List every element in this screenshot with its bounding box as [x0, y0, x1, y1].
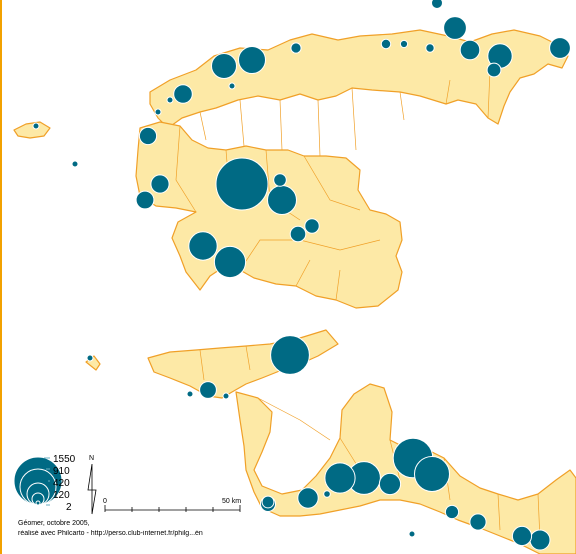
bubble-43 — [166, 96, 174, 104]
credit-line-1: Géomer, octobre 2005, — [18, 520, 90, 527]
bubble-41 — [222, 392, 230, 400]
land-areas — [13, 29, 576, 554]
bubble-25 — [469, 513, 487, 531]
bubble-04 — [414, 456, 450, 492]
map-frame — [0, 0, 2, 554]
bubble-11 — [211, 53, 237, 79]
north-arrow-icon: N — [87, 455, 97, 515]
bubble-26 — [289, 225, 307, 243]
scale-bar: 0 50 km — [103, 498, 241, 512]
north-label: N — [89, 455, 94, 462]
bubble-07 — [324, 462, 356, 494]
legend-label-1550: 1550 — [53, 454, 76, 465]
bubble-19 — [511, 525, 533, 547]
bubble-23 — [138, 126, 158, 146]
bubble-44 — [71, 160, 79, 168]
bubble-35 — [380, 38, 392, 50]
bubble-33 — [431, 0, 443, 9]
bubble-20 — [173, 84, 193, 104]
island-west — [13, 121, 51, 139]
bubble-39 — [228, 82, 236, 90]
bubble-09 — [188, 231, 218, 261]
bubble-10 — [238, 46, 266, 74]
bubble-06 — [213, 245, 247, 279]
land-west-body — [135, 121, 403, 309]
legend-label-420: 420 — [53, 478, 70, 489]
bubble-22 — [135, 190, 155, 210]
bubble-38 — [323, 490, 331, 498]
bubble-47 — [408, 530, 416, 538]
bubble-30 — [444, 504, 460, 520]
legend-label-910: 910 — [53, 466, 70, 477]
bubble-28 — [304, 218, 320, 234]
bubble-13 — [443, 16, 467, 40]
bubble-42 — [186, 390, 194, 398]
land-south-peninsula — [147, 329, 339, 399]
bubble-29 — [486, 62, 502, 78]
bubble-24 — [199, 381, 217, 399]
legend-label-120: 120 — [53, 490, 70, 501]
size-legend: 1550 910 420 120 2 — [13, 454, 76, 513]
proportional-symbols — [32, 0, 571, 551]
bubble-46 — [86, 354, 94, 362]
legend-circle-2 — [35, 500, 41, 506]
bubble-40 — [154, 108, 162, 116]
legend-label-2: 2 — [66, 502, 72, 513]
bubble-21 — [150, 174, 170, 194]
bubble-45 — [32, 122, 40, 130]
bubble-01 — [215, 157, 269, 211]
scale-end-label: 50 km — [222, 498, 241, 505]
bubble-31 — [273, 173, 287, 187]
bubble-15 — [549, 37, 571, 59]
bubble-03 — [270, 335, 310, 375]
bubble-18 — [459, 39, 481, 61]
bubble-08 — [267, 185, 297, 215]
bubble-34 — [290, 42, 302, 54]
bubble-36 — [425, 43, 435, 53]
bubble-14 — [378, 472, 402, 496]
bubble-17 — [529, 529, 551, 551]
credit-line-2: réalisé avec Philcarto - http://perso.cl… — [18, 530, 203, 537]
scale-start-label: 0 — [103, 498, 107, 505]
bubble-37 — [399, 39, 409, 49]
bubble-32 — [261, 495, 275, 509]
bubble-16 — [297, 487, 319, 509]
